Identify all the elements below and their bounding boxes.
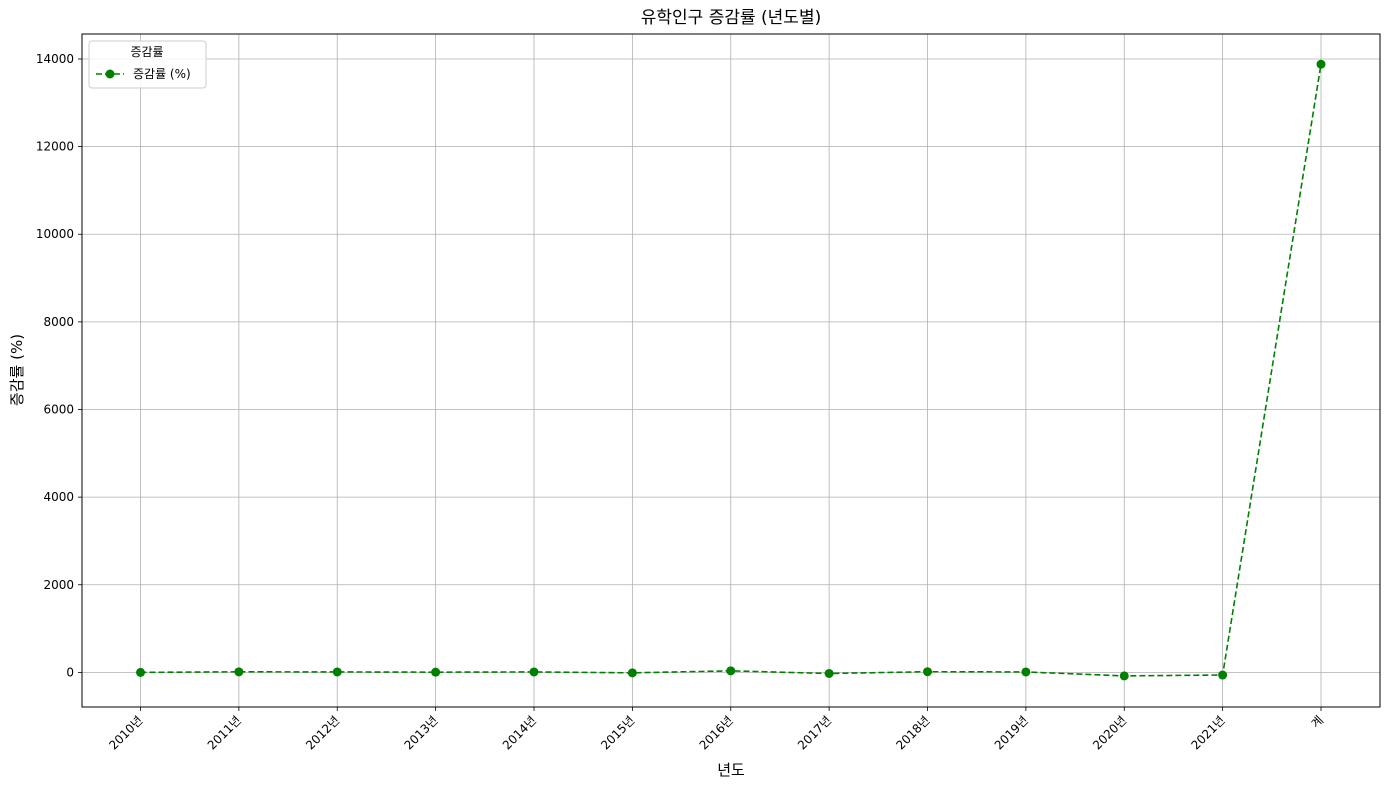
- x-tick-label: 2016년: [697, 713, 736, 752]
- data-point: [923, 667, 932, 677]
- y-tick-label: 14000: [36, 52, 74, 66]
- x-tick-label: 2014년: [500, 713, 539, 752]
- y-tick-label: 2000: [43, 578, 74, 592]
- x-tick-label: 계: [1308, 713, 1326, 731]
- chart-title: 유학인구 증감률 (년도별): [641, 8, 821, 28]
- data-point: [824, 668, 834, 678]
- x-tick-label: 2020년: [1090, 713, 1129, 752]
- data-point: [1316, 59, 1326, 69]
- x-tick-label: 2021년: [1188, 713, 1227, 752]
- legend-entry-label: 증감률 (%): [133, 67, 191, 81]
- series-layer: [136, 59, 1326, 681]
- x-tick-label: 2011년: [205, 713, 244, 752]
- legend-box: [88, 40, 207, 89]
- legend-marker: [105, 69, 115, 79]
- data-point: [1119, 671, 1129, 681]
- x-tick-label: 2013년: [401, 713, 440, 752]
- data-point: [332, 667, 342, 677]
- data-point: [1021, 667, 1031, 677]
- y-tick-label: 0: [66, 665, 74, 679]
- legend: 증감률 증감률 (%): [88, 40, 207, 89]
- x-tick-label: 2018년: [893, 713, 932, 752]
- y-tick-label: 12000: [36, 140, 74, 154]
- data-point: [529, 667, 539, 677]
- y-tick-label: 10000: [36, 227, 74, 241]
- y-tick-label: 8000: [43, 315, 74, 329]
- x-axis-title: 년도: [717, 761, 745, 779]
- y-axis-ticks: 0 2000 4000 6000 8000 10000 12000 14000: [36, 52, 82, 679]
- data-point: [431, 667, 441, 677]
- y-axis-title: 증감률 (%): [8, 334, 26, 406]
- x-tick-label: 2019년: [992, 713, 1031, 752]
- x-tick-label: 2015년: [598, 713, 637, 752]
- legend-title: 증감률: [130, 45, 163, 59]
- x-tick-label: 2017년: [795, 713, 834, 752]
- grid-lines: [82, 34, 1380, 707]
- data-point: [234, 667, 244, 677]
- x-tick-label: 2010년: [106, 713, 145, 752]
- data-point: [1218, 670, 1228, 680]
- data-point: [627, 668, 637, 678]
- x-tick-label: 2012년: [303, 713, 342, 752]
- y-tick-label: 6000: [43, 402, 74, 416]
- data-point: [726, 666, 736, 676]
- x-axis-ticks: 2010년 2011년 2012년 2013년 2014년 2015년 2016년 2017년…: [106, 707, 1326, 753]
- data-point: [136, 667, 145, 677]
- y-tick-label: 4000: [43, 490, 74, 504]
